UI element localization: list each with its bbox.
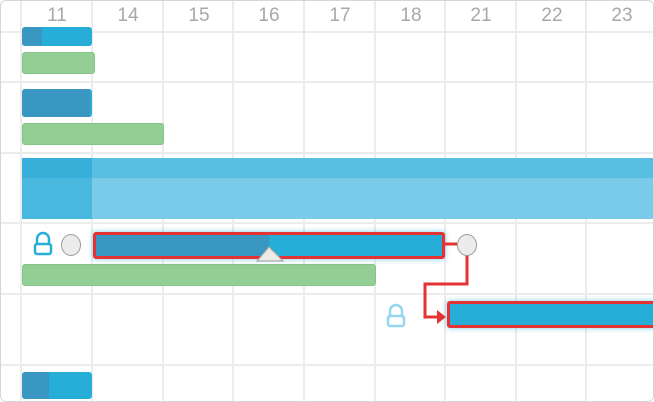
task-progress (96, 235, 269, 256)
row-divider (1, 364, 653, 366)
column-header: 17 (329, 5, 351, 26)
baseline-bar (22, 264, 376, 286)
column-header: 11 (47, 5, 67, 26)
baseline-bar (22, 52, 95, 74)
task-progress (22, 372, 49, 399)
lock-icon[interactable] (385, 303, 407, 328)
column-header: 16 (258, 5, 280, 26)
task-progress (22, 27, 42, 46)
selected-task-bar[interactable] (447, 301, 653, 328)
column-divider (20, 1, 22, 401)
column-header: 15 (188, 5, 210, 26)
lock-icon[interactable] (32, 231, 54, 256)
summary-bar[interactable] (22, 158, 653, 219)
column-header: 22 (541, 5, 563, 26)
row-divider (1, 81, 653, 83)
row-divider (1, 222, 653, 224)
row-divider (1, 152, 653, 154)
progress-handle-icon[interactable] (255, 245, 285, 263)
dependency-end-handle[interactable] (457, 234, 477, 256)
column-header: 14 (117, 5, 139, 26)
task-bar[interactable] (22, 372, 92, 399)
baseline-bar (22, 123, 164, 145)
task-bar[interactable] (22, 89, 92, 117)
row-divider (1, 293, 653, 295)
task-bar[interactable] (22, 27, 92, 46)
column-header: 23 (611, 5, 633, 26)
summary-progress (22, 158, 92, 219)
header-divider (1, 31, 653, 33)
column-header: 21 (470, 5, 492, 26)
column-header: 18 (400, 5, 422, 26)
task-progress (22, 89, 90, 117)
dependency-start-handle[interactable] (61, 234, 81, 256)
summary-bar-top (22, 158, 653, 178)
